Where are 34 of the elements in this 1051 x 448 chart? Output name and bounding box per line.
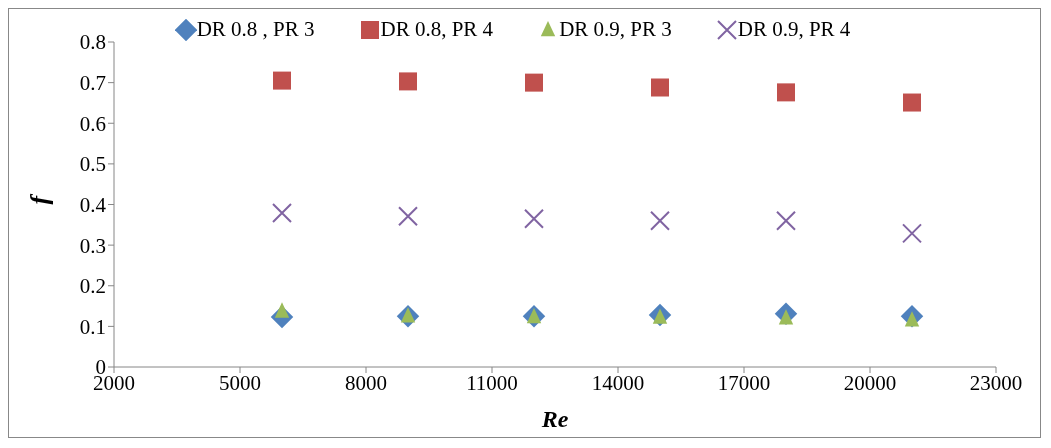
x-tick-label: 11000 <box>466 370 518 395</box>
x-tick-label: 20000 <box>843 370 897 395</box>
y-tick-label: 0.3 <box>79 233 106 258</box>
y-tick-label: 0.5 <box>79 152 106 177</box>
x-tick-label: 8000 <box>345 370 387 395</box>
point <box>524 208 544 229</box>
point <box>650 210 670 231</box>
point <box>399 72 417 91</box>
x-tick-label: 17000 <box>717 370 771 395</box>
legend-label: DR 0.9, PR 4 <box>737 17 851 42</box>
y-tick-label: 0.7 <box>79 71 106 96</box>
y-tick-label: 0.6 <box>79 111 106 136</box>
point <box>274 302 290 318</box>
point <box>525 73 543 92</box>
point <box>902 223 922 244</box>
point <box>273 71 291 90</box>
y-tick-label: 0.1 <box>79 314 106 339</box>
y-axis-title: f <box>25 193 55 205</box>
point <box>651 78 669 97</box>
x-tick-label: 5000 <box>219 370 261 395</box>
legend-label: DR 0.9, PR 3 <box>559 17 672 42</box>
point <box>272 203 292 224</box>
point <box>777 83 795 102</box>
y-tick-label: 0.8 <box>79 30 106 55</box>
x-tick-label: 23000 <box>969 370 1023 395</box>
point <box>903 93 921 112</box>
legend-label: DR 0.8, PR 4 <box>380 17 494 42</box>
y-tick-label: 0.4 <box>79 192 107 217</box>
point <box>398 206 418 227</box>
x-axis-title: Re <box>540 406 569 432</box>
x-tick-label: 14000 <box>591 370 645 395</box>
legend-label: DR 0.8 , PR 3 <box>196 17 315 42</box>
y-tick-label: 0.2 <box>79 274 106 299</box>
point <box>776 210 796 231</box>
